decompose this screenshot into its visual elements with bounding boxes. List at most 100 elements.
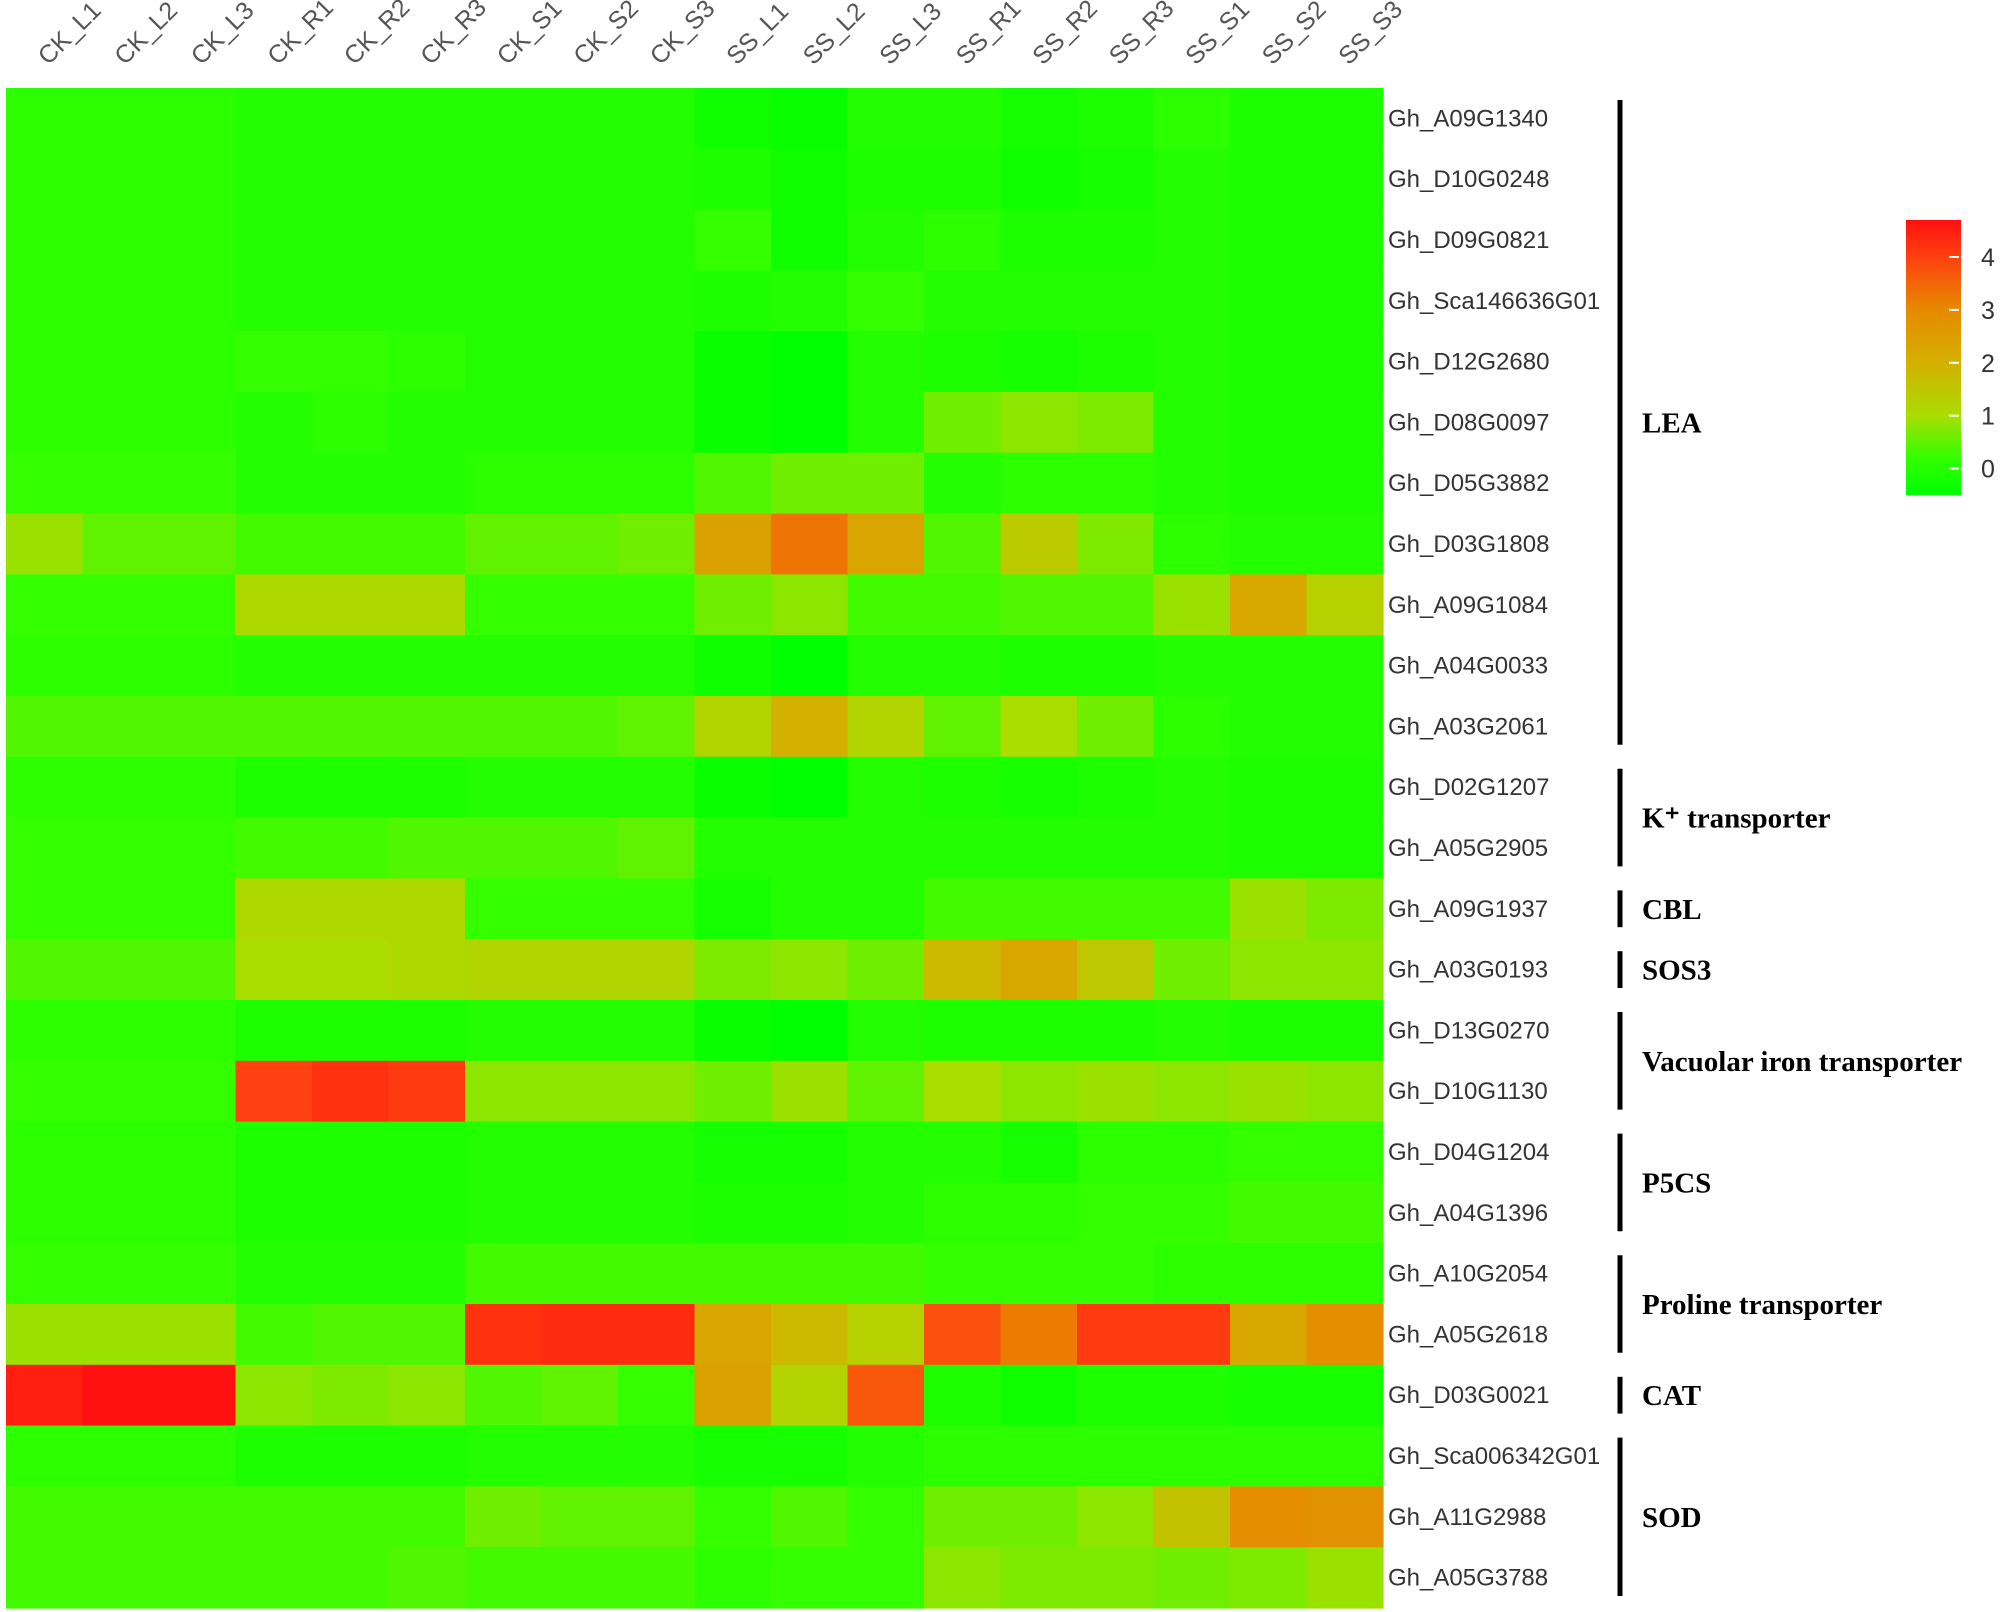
heatmap-cell [1153, 1182, 1231, 1244]
heatmap-cell [82, 756, 160, 819]
heatmap-cell [924, 1121, 1002, 1183]
heatmap-cell [1306, 392, 1384, 454]
heatmap-cell [924, 939, 1002, 1001]
heatmap-cell [1000, 1060, 1078, 1123]
heatmap-cell [1077, 635, 1155, 697]
heatmap-cell [312, 878, 390, 940]
heatmap-cell [159, 817, 237, 879]
heatmap-cell [618, 1000, 696, 1062]
row-label: Gh_A04G0033 [1388, 653, 1548, 680]
heatmap-cell [541, 574, 619, 636]
heatmap-cell [618, 1182, 696, 1244]
heatmap-cell [465, 1425, 543, 1487]
heatmap-cell [465, 209, 543, 271]
heatmap-cell [1077, 1547, 1155, 1609]
heatmap-cell [235, 1425, 313, 1487]
heatmap-cell [388, 270, 466, 332]
heatmap-cell [924, 1060, 1002, 1123]
heatmap-cell [924, 209, 1002, 271]
heatmap-cell [82, 635, 160, 697]
heatmap-cell [1306, 878, 1384, 940]
heatmap-cell [1077, 939, 1155, 1001]
heatmap-cell [1230, 1364, 1308, 1427]
heatmap-cell [235, 513, 313, 575]
row-label: Gh_D03G0021 [1388, 1382, 1549, 1409]
heatmap-cell [235, 1364, 313, 1427]
heatmap-cell [82, 392, 160, 454]
heatmap-cell [1000, 1547, 1078, 1609]
heatmap-cell [235, 392, 313, 454]
heatmap-cell [1000, 574, 1078, 636]
heatmap-cell [6, 574, 84, 636]
heatmap-cell [847, 148, 925, 211]
group-label: CBL [1642, 894, 1702, 926]
heatmap-cell [1306, 635, 1384, 697]
heatmap-cell [465, 452, 543, 515]
column-label: SS_S2 [1257, 0, 1332, 70]
heatmap-cell [618, 1060, 696, 1123]
heatmap-cell [1077, 756, 1155, 819]
heatmap-cell [1153, 392, 1231, 454]
heatmap-cell [1153, 574, 1231, 636]
heatmap-cell [235, 1182, 313, 1244]
heatmap-cell [1000, 1182, 1078, 1244]
heatmap-cell [847, 1364, 925, 1427]
heatmap-cell [694, 878, 772, 940]
heatmap-cell [771, 209, 849, 271]
heatmap-cell [82, 1060, 160, 1123]
heatmap-cell [1000, 817, 1078, 879]
column-label: CK_S2 [568, 0, 644, 70]
heatmap-cell [541, 1486, 619, 1548]
heatmap-cell [159, 392, 237, 454]
heatmap-cell [1153, 1243, 1231, 1305]
heatmap-cell [771, 88, 849, 150]
heatmap-cell [235, 1121, 313, 1183]
heatmap-cell [618, 756, 696, 819]
heatmap-cell [1077, 331, 1155, 393]
row-label: Gh_A05G2905 [1388, 835, 1548, 862]
heatmap-cell [235, 817, 313, 879]
heatmap-cell [771, 1364, 849, 1427]
heatmap-cell [465, 696, 543, 758]
heatmap-cell [159, 1425, 237, 1487]
heatmap-cell [1077, 1060, 1155, 1123]
heatmap-cell [1306, 574, 1384, 636]
heatmap-cell [465, 1304, 543, 1366]
heatmap-cell [541, 756, 619, 819]
heatmap-cell [1153, 878, 1231, 940]
column-label: SS_L2 [798, 0, 871, 70]
heatmap-cell [694, 1486, 772, 1548]
heatmap-cell [82, 1243, 160, 1305]
heatmap-cell [541, 88, 619, 150]
group-label: P5CS [1642, 1167, 1711, 1199]
heatmap-cell [388, 1182, 466, 1244]
heatmap-cell [465, 878, 543, 940]
heatmap-cell [6, 513, 84, 575]
heatmap-cell [1230, 1425, 1308, 1487]
heatmap-cell [388, 1000, 466, 1062]
heatmap-cell [465, 148, 543, 211]
column-label: SS_S3 [1333, 0, 1408, 70]
heatmap-cell [1230, 392, 1308, 454]
heatmap-cell [1230, 817, 1308, 879]
heatmap-cell [388, 1547, 466, 1609]
heatmap-cell [924, 1425, 1002, 1487]
heatmap-cell [82, 817, 160, 879]
heatmap-cell [694, 1000, 772, 1062]
heatmap-cell [1230, 1486, 1308, 1548]
heatmap-cell [6, 1547, 84, 1609]
heatmap-cell [82, 88, 160, 150]
heatmap-cell [82, 1364, 160, 1427]
heatmap-cell [159, 878, 237, 940]
heatmap-cell [694, 270, 772, 332]
heatmap-cell [82, 513, 160, 575]
heatmap-cell [694, 209, 772, 271]
heatmap-cell [541, 452, 619, 515]
heatmap-cell [771, 756, 849, 819]
column-label: CK_R3 [415, 0, 492, 70]
heatmap-cell [6, 392, 84, 454]
gene-groups: LEA K⁺ transporter CBL SOS3 Vacuolar iron tr… [1617, 100, 1962, 1596]
heatmap-cell [847, 635, 925, 697]
heatmap-cell [771, 392, 849, 454]
heatmap-cell [6, 1182, 84, 1244]
